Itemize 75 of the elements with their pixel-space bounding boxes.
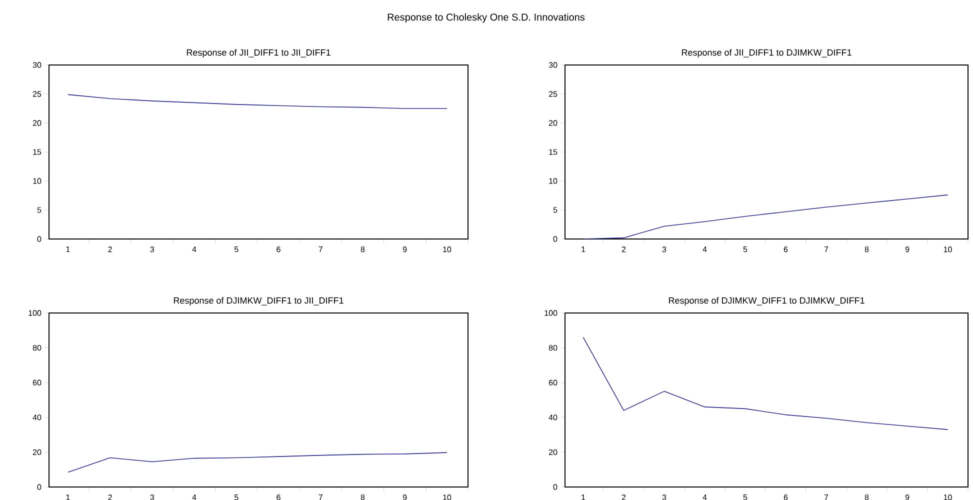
chart-title: Response of JII_DIFF1 to DJIMKW_DIFF1 [682,49,852,58]
y-tick-label: 30 [548,62,558,68]
x-tick-label: 8 [360,246,365,252]
x-tick-label: 9 [905,246,910,252]
y-tick-label: 80 [32,344,42,351]
y-tick-label: 20 [32,449,42,456]
y-tick-label: 80 [548,344,558,351]
x-tick-label: 3 [150,246,154,252]
x-tick-label: 2 [108,246,112,252]
y-tick-label: 5 [37,207,42,213]
y-tick-label: 40 [32,414,42,420]
y-tick-label: 10 [33,178,42,184]
x-tick-label: 4 [702,246,707,252]
y-tick-label: 100 [544,310,558,316]
x-tick-label: 7 [824,494,828,500]
x-tick-label: 3 [662,494,666,500]
text: Response to Cholesky One S.D. Innovations [388,13,585,23]
x-tick-label: 1 [582,246,586,252]
chart-title: Response of DJIMKW_DIFF1 to DJIMKW_DIFF1 [668,297,864,306]
x-tick-label: 4 [702,494,707,500]
x-tick-label: 9 [403,246,407,252]
y-tick-label: 40 [548,414,558,420]
x-tick-label: 10 [443,494,452,500]
x-tick-label: 2 [108,494,112,500]
x-tick-label: 2 [622,246,626,252]
x-tick-label: 10 [944,246,952,252]
x-tick-label: 5 [234,246,238,252]
line-series [68,452,448,473]
y-tick-label: 15 [549,149,558,155]
x-tick-label: 1 [66,246,70,252]
line-series [582,336,948,430]
x-tick-label: 10 [944,494,952,500]
y-tick-label: 0 [553,236,558,242]
y-tick-label: 25 [32,91,42,97]
x-tick-label: 4 [192,494,196,500]
x-tick-label: 2 [622,494,626,500]
y-tick-label: 20 [548,120,558,126]
x-tick-label: 3 [662,246,666,252]
line-series [68,94,448,109]
y-tick-label: 60 [32,380,42,386]
x-tick-label: 4 [192,246,196,252]
x-tick-label: 6 [784,246,788,252]
x-tick-label: 10 [443,246,452,252]
x-tick-label: 8 [864,494,869,500]
y-tick-label: 30 [32,62,42,68]
y-tick-label: 20 [548,449,558,456]
x-tick-label: 8 [864,246,869,252]
x-tick-label: 9 [403,494,407,500]
x-tick-label: 5 [234,494,238,500]
x-tick-label: 3 [150,494,154,500]
x-tick-label: 6 [276,494,280,500]
x-tick-label: 6 [276,246,280,252]
y-tick-label: 60 [548,380,558,386]
chart-title: Response of DJIMKW_DIFF1 to JII_DIFF1 [174,297,344,306]
x-tick-label: 1 [66,494,70,500]
y-tick-label: 15 [33,149,42,155]
x-tick-label: 7 [824,246,828,252]
y-tick-label: 0 [37,484,42,490]
y-tick-label: 0 [37,236,42,242]
x-tick-label: 9 [905,494,910,500]
x-tick-label: 5 [743,494,748,500]
y-tick-label: 0 [553,484,558,490]
line-series [582,194,948,239]
y-tick-label: 10 [549,178,558,184]
chart-title: Response of JII_DIFF1 to JII_DIFF1 [186,49,330,58]
y-tick-label: 20 [32,120,42,126]
y-tick-label: 100 [28,310,42,316]
x-tick-label: 8 [360,494,365,500]
x-tick-label: 5 [743,246,748,252]
x-tick-label: 6 [784,494,788,500]
y-tick-label: 5 [553,207,558,213]
x-tick-label: 7 [318,494,322,500]
x-tick-label: 1 [582,494,586,500]
x-tick-label: 7 [318,246,322,252]
y-tick-label: 25 [548,91,558,97]
